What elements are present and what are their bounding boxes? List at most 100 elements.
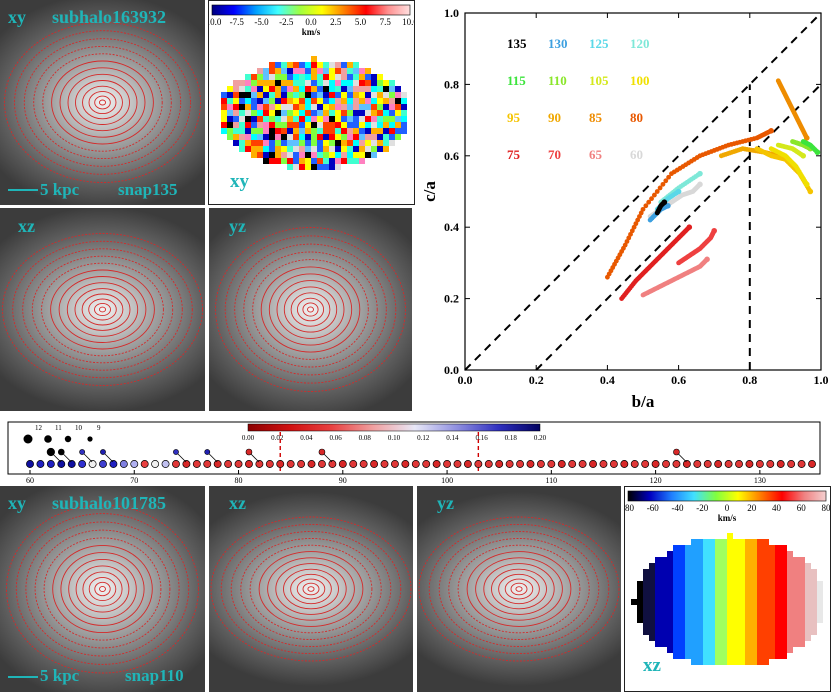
velocity-pixel [739,617,745,623]
velocity-pixel [715,539,721,545]
velocity-pixel [679,617,685,623]
density-contour [224,235,397,384]
velocity-pixel [781,563,787,569]
data-point-80 [633,221,639,227]
velocity-pixel [299,92,305,98]
velocity-pixel [329,86,335,92]
velocity-pixel [365,134,371,140]
density-contour [302,582,320,596]
bottom-yz-label: yz [437,493,454,513]
density-contour [88,576,117,602]
density-contour [296,578,326,600]
velocity-pixel [739,557,745,563]
velocity-pixel [287,116,293,122]
velocity-pixel [781,593,787,599]
velocity-pixel [281,140,287,146]
snapshot-dot [745,460,754,468]
data-point-80 [657,185,663,191]
velocity-pixel [401,92,407,98]
legend-entry: 120 [630,36,650,51]
velocity-pixel [799,569,805,575]
velocity-pixel [365,92,371,98]
velocity-pixel [365,74,371,80]
velocity-pixel [661,599,667,605]
velocity-pixel [317,68,323,74]
snapshot-dot [474,460,483,468]
density-contour [67,73,138,132]
velocity-pixel [667,587,673,593]
velocity-pixel [341,140,347,146]
velocity-pixel [703,647,709,653]
velocity-pixel [769,641,775,647]
velocity-pixel [703,605,709,611]
velocity-pixel [787,599,793,605]
velocity-pixel [745,587,751,593]
velocity-pixel [377,146,383,152]
colorbar-tick-label: -60 [647,503,659,513]
velocity-pixel [673,563,679,569]
colorbar-tick-label: 40 [772,503,782,513]
density-contour [515,586,523,592]
velocity-pixel [691,617,697,623]
velocity-pixel [275,128,281,134]
velocity-pixel [335,140,341,146]
velocity-pixel [383,92,389,98]
velocity-pixel [377,74,383,80]
velocity-pixel [697,629,703,635]
velocity-pixel [805,629,811,635]
velocity-pixel [293,98,299,104]
density-contour [220,523,402,655]
velocity-pixel [757,557,763,563]
top-xz-contours [0,208,205,411]
snapshot-dot [255,460,264,468]
velocity-pixel [811,575,817,581]
velocity-pixel [643,623,649,629]
velocity-pixel [793,581,799,587]
density-contour [243,251,378,368]
velocity-pixel [661,563,667,569]
density-contour [215,227,406,392]
velocity-pixel [637,605,643,611]
velocity-pixel [751,641,757,647]
velocity-pixel [353,152,359,158]
velocity-pixel [727,653,733,659]
velocity-pixel [269,110,275,116]
velocity-pixel [805,587,811,593]
velocity-pixel [721,575,727,581]
velocity-pixel [811,599,817,605]
velocity-pixel [793,593,799,599]
velocity-pixel [401,98,407,104]
velocity-pixel [245,140,251,146]
velocity-pixel [715,599,721,605]
velocity-pixel [697,563,703,569]
velocity-pixel [745,551,751,557]
data-point-130 [665,202,671,209]
velocity-pixel [757,635,763,641]
data-point-70 [711,227,717,234]
velocity-pixel [269,86,275,92]
density-contour [34,529,171,649]
velocity-pixel [311,68,317,74]
velocity-pixel [293,92,299,98]
bottom-image-xy: xy subhalo101785 5 kpc snap110 [0,486,205,692]
velocity-pixel [709,647,715,653]
velocity-pixel [305,158,311,164]
legend-entry: 85 [589,110,603,125]
velocity-pixel [679,605,685,611]
velocity-pixel [341,80,347,86]
velocity-pixel [371,140,377,146]
velocity-pixel [263,122,269,128]
velocity-pixel [703,635,709,641]
velocity-pixel [775,569,781,575]
snapshot-dot [735,460,743,468]
top-image-xy: xy subhalo163932 5 kpc snap135 [0,0,205,205]
velocity-pixel [751,575,757,581]
velocity-pixel [287,110,293,116]
density-contour [466,551,572,627]
velocity-pixel [359,134,365,140]
velocity-pixel [299,104,305,110]
snapshot-dot [317,460,326,468]
density-contour [23,38,182,167]
velocity-pixel [781,653,787,659]
galaxy-glow [0,486,205,692]
